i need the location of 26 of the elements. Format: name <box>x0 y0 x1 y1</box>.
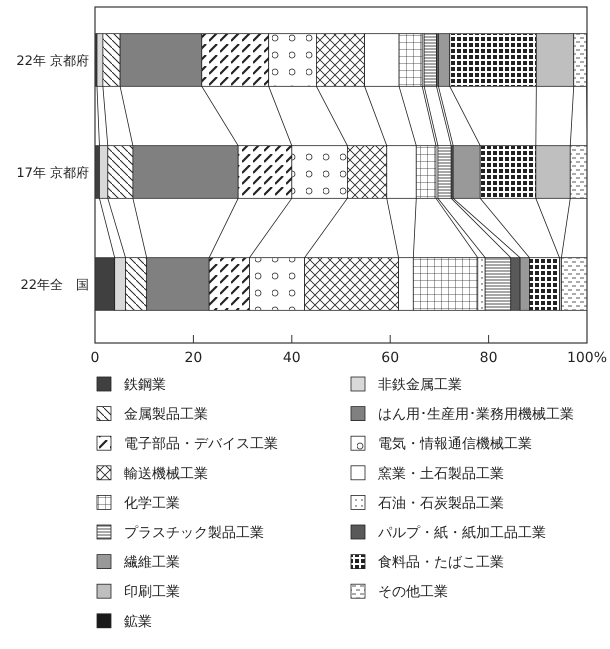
y-tick-label: 17年 京都府 <box>16 165 89 181</box>
legend-label: 鉱業 <box>124 614 152 630</box>
legend-label: プラスチック製品工業 <box>124 525 264 541</box>
x-tick-label: 100% <box>566 350 608 366</box>
legend-label: 輸送機械工業 <box>124 466 208 482</box>
x-tick-label: 40 <box>282 350 301 366</box>
legend-label: はん用･生産用･業務用機械工業 <box>378 406 574 423</box>
x-tick-label: 60 <box>381 350 400 366</box>
legend-label: 非鉄金属工業 <box>378 377 462 393</box>
legend-label: 石油・石炭製品工業 <box>378 495 504 512</box>
legend-label: 繊維工業 <box>123 554 180 571</box>
legend-label: 印刷工業 <box>124 584 180 600</box>
legend-label: パルプ・紙・紙加工品工業 <box>377 525 546 541</box>
legend-label: 電子部品・デバイス工業 <box>124 436 278 452</box>
legend-label: 金属製品工業 <box>124 406 208 423</box>
legend-label: 化学工業 <box>124 495 180 512</box>
legend-label: 窯業・土石製品工業 <box>378 466 504 482</box>
legend-label: その他工業 <box>378 584 448 600</box>
legend-label: 食料品・たばこ工業 <box>378 554 504 571</box>
y-tick-label: 22年 京都府 <box>16 53 89 69</box>
legend-label: 電気・情報通信機械工業 <box>378 436 532 452</box>
legend-label: 鉄鋼業 <box>124 377 166 393</box>
x-tick-label: 0 <box>90 350 100 366</box>
x-tick-label: 20 <box>184 350 202 366</box>
y-tick-label: 22年全 国 <box>20 278 89 293</box>
x-tick-label: 80 <box>480 350 498 366</box>
